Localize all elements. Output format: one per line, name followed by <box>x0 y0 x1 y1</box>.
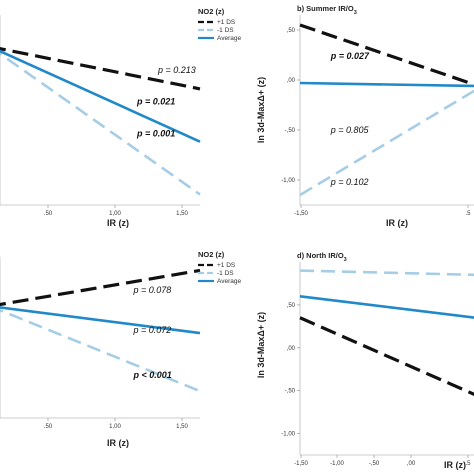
legend-entry: +1 DS <box>217 262 236 269</box>
y-tick-label: ,00 <box>287 346 296 352</box>
chart-panel-2: ,50 ,00 -,50 -1,00 -1,50 .5 IR (z) ln 3d-MaxΔ+ … <box>256 4 474 228</box>
legend-entry: Average <box>217 278 241 285</box>
x-tick-label: ,00 <box>407 461 416 467</box>
legend-entry: -1 DS <box>217 27 234 34</box>
series-line-1-ds <box>0 47 201 91</box>
x-tick-label: 1,00 <box>109 424 121 430</box>
y-tick-label: -,50 <box>285 128 296 134</box>
series-line-average <box>0 306 201 335</box>
x-tick-label: -1,00 <box>330 461 344 467</box>
x-tick-label: 1,50 <box>176 424 188 430</box>
p-value-label: p = 0.805 <box>330 125 370 135</box>
y-axis-title: ln 3d-MaxΔ+ (z) <box>256 77 266 143</box>
y-tick-label: ,50 <box>287 303 296 309</box>
series-line-1-ds <box>299 316 474 396</box>
series-line-average <box>0 49 201 143</box>
p-value-label: p = 0.072 <box>133 325 172 335</box>
series-line-1-ds <box>0 268 201 307</box>
x-tick-label: -1,50 <box>294 211 308 217</box>
p-value-label: p = 0.027 <box>330 51 370 61</box>
legend-entry: Average <box>217 35 241 42</box>
legend-entry: +1 DS <box>217 19 236 26</box>
x-tick-label: -1,50 <box>294 461 308 467</box>
x-tick-label: .50 <box>44 424 53 430</box>
series-line-1-ds <box>299 269 474 277</box>
y-tick-label: -,50 <box>285 389 296 395</box>
p-value-label: p = 0.078 <box>133 285 172 295</box>
legend-title: NO2 (z) <box>198 250 225 259</box>
panel-title: b) Summer IR/O3 <box>297 4 357 16</box>
x-axis-title: IR (z) <box>386 218 408 228</box>
p-value-label: p = 0.213 <box>157 65 196 75</box>
x-tick-label: -,50 <box>369 461 380 467</box>
series-line-1-ds <box>0 308 201 393</box>
x-tick-label: .5 <box>465 211 471 217</box>
panel-title: d) North IR/O3 <box>297 251 347 263</box>
p-value-label: p = 0.021 <box>136 97 175 107</box>
p-value-label: p = 0.001 <box>136 128 175 138</box>
y-tick-label: ,50 <box>287 28 296 34</box>
x-tick-label: 1,00 <box>109 211 121 217</box>
x-axis-title: IR (z) <box>107 438 129 448</box>
panel-title-subscript: 3 <box>344 257 347 263</box>
x-tick-label: 1,50 <box>176 211 188 217</box>
series-line-1-ds <box>299 89 474 197</box>
series-line-average <box>299 81 474 88</box>
x-tick-label: .50 <box>44 211 53 217</box>
p-value-label: p < 0.001 <box>133 370 172 380</box>
x-axis-title: IR (z) <box>444 460 466 470</box>
series-line-average <box>299 295 474 319</box>
panel-title-subscript: 3 <box>354 10 357 16</box>
series-line-1-ds <box>0 52 201 196</box>
y-tick-label: -1,00 <box>281 178 295 184</box>
series-line-1-ds <box>299 23 474 87</box>
y-axis-title: ln 3d-MaxΔ+ (z) <box>256 312 266 378</box>
y-tick-label: -1,00 <box>281 432 295 438</box>
x-axis-title: IR (z) <box>107 218 129 228</box>
legend-entry: -1 DS <box>217 270 234 277</box>
legend-title: NO2 (z) <box>198 7 225 16</box>
chart-panel-4: ,50 ,00 -,50 -1,00 -1,50 -1,00 -,50 ,00 .5IR (z)… <box>256 251 474 470</box>
y-tick-label: ,00 <box>287 78 296 84</box>
x-tick-label: .5 <box>465 461 471 467</box>
p-value-label: p = 0.102 <box>330 177 369 187</box>
